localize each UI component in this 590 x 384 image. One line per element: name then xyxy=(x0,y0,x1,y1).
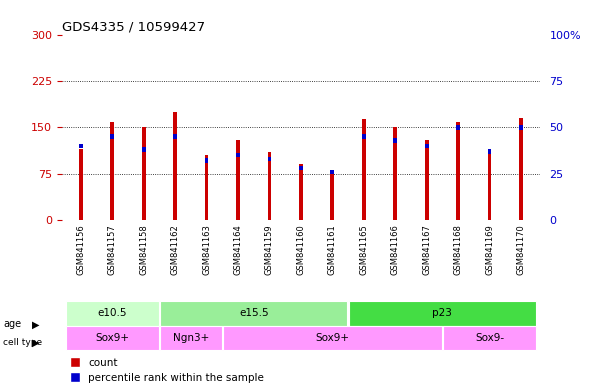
Text: ▶: ▶ xyxy=(32,338,40,348)
Bar xyxy=(443,326,536,350)
Bar xyxy=(330,170,334,220)
Bar xyxy=(173,112,177,220)
Text: GSM841163: GSM841163 xyxy=(202,224,211,275)
Bar xyxy=(394,127,397,220)
Bar xyxy=(223,326,442,350)
Bar xyxy=(110,122,114,220)
Text: GSM841167: GSM841167 xyxy=(422,224,431,275)
Text: e10.5: e10.5 xyxy=(97,308,127,318)
Bar xyxy=(110,134,114,139)
Bar xyxy=(236,153,240,157)
Text: GSM841170: GSM841170 xyxy=(516,224,526,275)
Bar xyxy=(79,149,83,220)
Text: age: age xyxy=(3,319,21,329)
Text: ▶: ▶ xyxy=(32,319,40,329)
Text: GSM841156: GSM841156 xyxy=(76,224,86,275)
Bar xyxy=(330,170,334,174)
Text: GSM841161: GSM841161 xyxy=(328,224,337,275)
Bar xyxy=(299,164,303,220)
Bar xyxy=(394,138,397,142)
Bar xyxy=(205,159,208,163)
Text: GSM841169: GSM841169 xyxy=(485,224,494,275)
Text: GSM841157: GSM841157 xyxy=(108,224,117,275)
Bar xyxy=(173,134,177,139)
Text: p23: p23 xyxy=(432,308,453,318)
Bar xyxy=(362,119,366,220)
Bar xyxy=(488,149,491,220)
Bar xyxy=(160,326,222,350)
Text: e15.5: e15.5 xyxy=(239,308,268,318)
Text: Sox9+: Sox9+ xyxy=(95,333,129,343)
Bar xyxy=(456,122,460,220)
Bar xyxy=(205,155,208,220)
Bar xyxy=(268,152,271,220)
Bar xyxy=(456,125,460,130)
Bar xyxy=(142,147,146,152)
Text: GSM841162: GSM841162 xyxy=(171,224,179,275)
Bar xyxy=(268,157,271,161)
Text: Ngn3+: Ngn3+ xyxy=(173,333,209,343)
Text: GSM841166: GSM841166 xyxy=(391,224,399,275)
Bar xyxy=(79,144,83,148)
Text: GSM841159: GSM841159 xyxy=(265,224,274,275)
Text: cell type: cell type xyxy=(3,338,42,348)
Bar xyxy=(425,144,428,148)
Bar xyxy=(142,127,146,220)
Text: GSM841158: GSM841158 xyxy=(139,224,148,275)
Legend: count, percentile rank within the sample: count, percentile rank within the sample xyxy=(67,354,268,384)
Text: GSM841164: GSM841164 xyxy=(234,224,242,275)
Bar xyxy=(349,301,536,326)
Text: GDS4335 / 10599427: GDS4335 / 10599427 xyxy=(62,20,205,33)
Bar xyxy=(65,326,159,350)
Bar xyxy=(160,301,348,326)
Bar xyxy=(299,166,303,170)
Bar xyxy=(65,301,159,326)
Text: GSM841160: GSM841160 xyxy=(296,224,306,275)
Bar xyxy=(425,140,428,220)
Bar xyxy=(488,149,491,154)
Text: GSM841168: GSM841168 xyxy=(454,224,463,275)
Bar xyxy=(236,140,240,220)
Bar xyxy=(519,118,523,220)
Text: Sox9+: Sox9+ xyxy=(315,333,349,343)
Text: GSM841165: GSM841165 xyxy=(359,224,368,275)
Text: Sox9-: Sox9- xyxy=(475,333,504,343)
Bar xyxy=(519,125,523,130)
Bar xyxy=(362,134,366,139)
